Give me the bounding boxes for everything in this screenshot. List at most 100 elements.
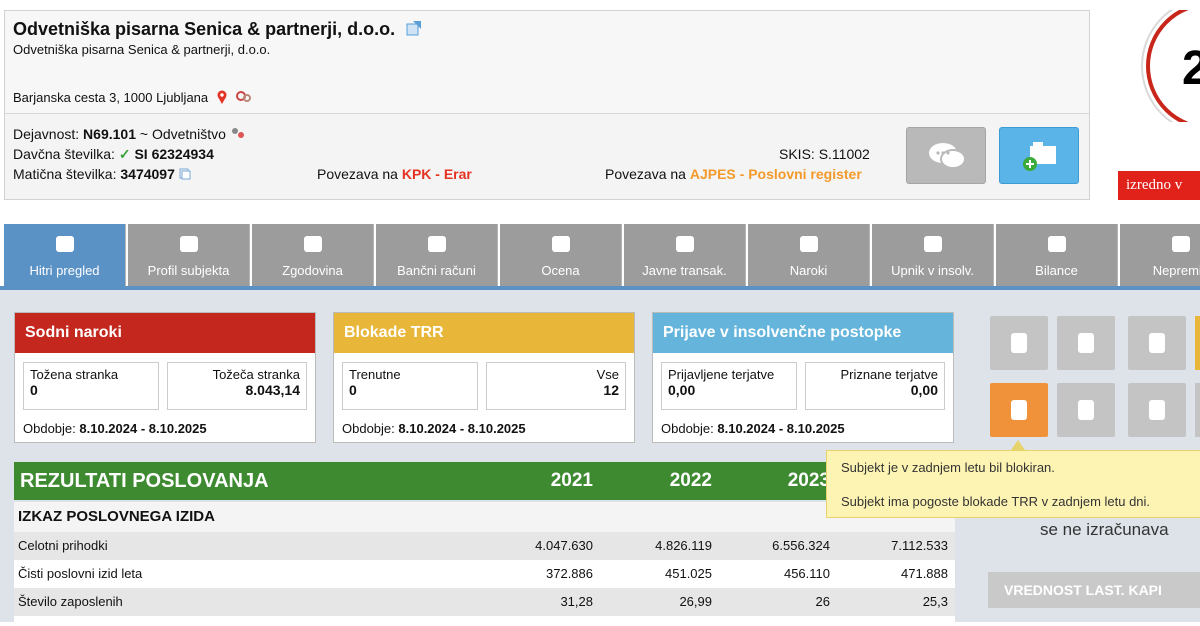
activity-code: N69.101 bbox=[83, 126, 136, 142]
cell: 6.556.324 bbox=[772, 538, 830, 553]
table-title: REZULTATI POSLOVANJA bbox=[20, 470, 269, 492]
rating-note: se ne izračunava bbox=[1040, 520, 1169, 539]
reg-line: Matična številka: 3474097 bbox=[13, 166, 191, 182]
tooltip-line: Subjekt je v zadnjem letu bil blokiran. bbox=[841, 460, 1055, 475]
row-label: Število zaposlenih bbox=[18, 594, 123, 609]
activity-name: ~ Odvetništvo bbox=[139, 126, 226, 142]
card-title: Blokade TRR bbox=[334, 313, 634, 353]
tab-label: Bilance bbox=[1035, 263, 1078, 278]
icon-glyph bbox=[1011, 400, 1027, 420]
label: Obdobje: bbox=[661, 421, 714, 436]
company-title: Odvetniška pisarna Senica & partnerji, d… bbox=[13, 19, 422, 40]
tab-label: Hitri pregled bbox=[29, 263, 100, 278]
map-icons[interactable] bbox=[216, 90, 256, 104]
tooltip-arrow bbox=[1011, 440, 1025, 450]
comment-button[interactable] bbox=[906, 127, 986, 184]
tax-line: Davčna številka: ✓ SI 62324934 bbox=[13, 146, 214, 163]
tab-icon bbox=[303, 236, 322, 252]
label: Povezava na bbox=[605, 166, 686, 182]
external-link-icon[interactable] bbox=[406, 20, 422, 36]
indicator-icon[interactable] bbox=[990, 383, 1048, 437]
indicator-icon[interactable] bbox=[1195, 316, 1200, 370]
indicator-icon[interactable] bbox=[990, 316, 1048, 370]
icon-glyph bbox=[1149, 400, 1165, 420]
year: 2022 bbox=[669, 470, 712, 491]
summary-card: Sodni naroki Tožena stranka 0 Tožeča strank… bbox=[14, 312, 316, 443]
value: 0 bbox=[349, 382, 357, 398]
tooltip-line: Subjekt ima pogoste blokade TRR v zadnje… bbox=[841, 494, 1151, 509]
copy-icon[interactable] bbox=[179, 168, 191, 180]
card-title: Sodni naroki bbox=[15, 313, 315, 353]
tab-label: Profil subjekta bbox=[147, 263, 230, 278]
label: Povezava na bbox=[317, 166, 398, 182]
folder-icon bbox=[1023, 142, 1056, 171]
row-label: Celotni prihodki bbox=[18, 538, 108, 553]
tab[interactable]: Ocena bbox=[500, 224, 622, 286]
gears-icon[interactable] bbox=[230, 127, 246, 139]
tab-bar: Hitri pregled Profil subjekta Zgodovina Ban… bbox=[4, 224, 1200, 286]
label: SKIS: bbox=[779, 146, 815, 162]
row-label: Čisti poslovni izid leta bbox=[18, 566, 143, 581]
ajpes-line: Povezava na AJPES - Poslovni register bbox=[605, 166, 862, 182]
tab-icon bbox=[1047, 236, 1066, 252]
summary-card: Prijave v insolvenčne postopke Prijavljen… bbox=[652, 312, 954, 443]
tooltip: Subjekt je v zadnjem letu bil blokiran. S… bbox=[826, 450, 1200, 518]
add-to-folder-button[interactable] bbox=[999, 127, 1079, 184]
cell: 451.025 bbox=[665, 566, 712, 581]
tax-number: SI 62324934 bbox=[134, 146, 214, 162]
tab[interactable]: Javne transak. bbox=[624, 224, 746, 286]
cell: 4.826.119 bbox=[655, 538, 712, 553]
tab[interactable]: Upnik v insolv. bbox=[872, 224, 994, 286]
tab-icon bbox=[799, 236, 818, 252]
cell: 4.047.630 bbox=[535, 538, 593, 553]
cell: 7.112.533 bbox=[891, 538, 948, 553]
year: 2023 bbox=[787, 470, 830, 491]
score-label: izredno v bbox=[1118, 171, 1200, 200]
value: 12 bbox=[603, 382, 619, 398]
tab[interactable]: Profil subjekta bbox=[128, 224, 250, 286]
tab-label: Nepremič bbox=[1152, 263, 1200, 278]
equity-button[interactable]: VREDNOST LAST. KAPI bbox=[988, 572, 1200, 608]
cell: 456.110 bbox=[783, 566, 830, 581]
indicator-icon[interactable] bbox=[1057, 316, 1115, 370]
indicator-icon[interactable] bbox=[1195, 383, 1200, 437]
indicator-icon[interactable] bbox=[1057, 383, 1115, 437]
right-box: Tožeča stranka 8.043,14 bbox=[167, 362, 307, 410]
label: Priznane terjatve bbox=[840, 367, 938, 382]
tab[interactable]: Hitri pregled bbox=[4, 224, 126, 286]
left-box: Tožena stranka 0 bbox=[23, 362, 159, 410]
tab-icon bbox=[55, 236, 74, 252]
period: Obdobje: 8.10.2024 - 8.10.2025 bbox=[661, 421, 845, 436]
ajpes-link[interactable]: AJPES - Poslovni register bbox=[689, 166, 862, 182]
score-badge: 2 bbox=[1141, 10, 1200, 122]
kpk-link[interactable]: KPK - Erar bbox=[401, 166, 472, 182]
indicator-icon[interactable] bbox=[1128, 383, 1186, 437]
tab[interactable]: Nepremič bbox=[1120, 224, 1200, 286]
period-value: 8.10.2024 - 8.10.2025 bbox=[717, 421, 845, 436]
tab[interactable]: Bančni računi bbox=[376, 224, 498, 286]
tab[interactable]: Zgodovina bbox=[252, 224, 374, 286]
tab-label: Upnik v insolv. bbox=[891, 263, 974, 278]
right-box: Vse 12 bbox=[486, 362, 626, 410]
label: Davčna številka: bbox=[13, 146, 115, 162]
indicator-icon[interactable] bbox=[1128, 316, 1186, 370]
label: Prijavljene terjatve bbox=[668, 367, 775, 382]
label: Tožeča stranka bbox=[212, 367, 300, 382]
label: Obdobje: bbox=[23, 421, 76, 436]
tab-label: Javne transak. bbox=[642, 263, 727, 278]
tab-icon bbox=[1171, 236, 1190, 252]
label: Vse bbox=[596, 367, 619, 382]
skis-value: S.11002 bbox=[818, 146, 870, 162]
icon-glyph bbox=[1078, 333, 1094, 353]
icon-glyph bbox=[1011, 333, 1027, 353]
tab[interactable]: Naroki bbox=[748, 224, 870, 286]
address-line: Barjanska cesta 3, 1000 Ljubljana bbox=[13, 90, 256, 105]
tab[interactable]: Bilance bbox=[996, 224, 1118, 286]
tab-label: Naroki bbox=[789, 263, 828, 278]
summary-card: Blokade TRR Trenutne 0 Vse 12 Obdobje: 8.10.2… bbox=[333, 312, 635, 443]
score-value: 2 bbox=[1182, 42, 1200, 95]
title: Odvetniška pisarna Senica & partnerji, d… bbox=[13, 19, 396, 39]
kpk-line: Povezava na KPK - Erar bbox=[317, 166, 472, 182]
check-icon: ✓ bbox=[118, 146, 131, 162]
